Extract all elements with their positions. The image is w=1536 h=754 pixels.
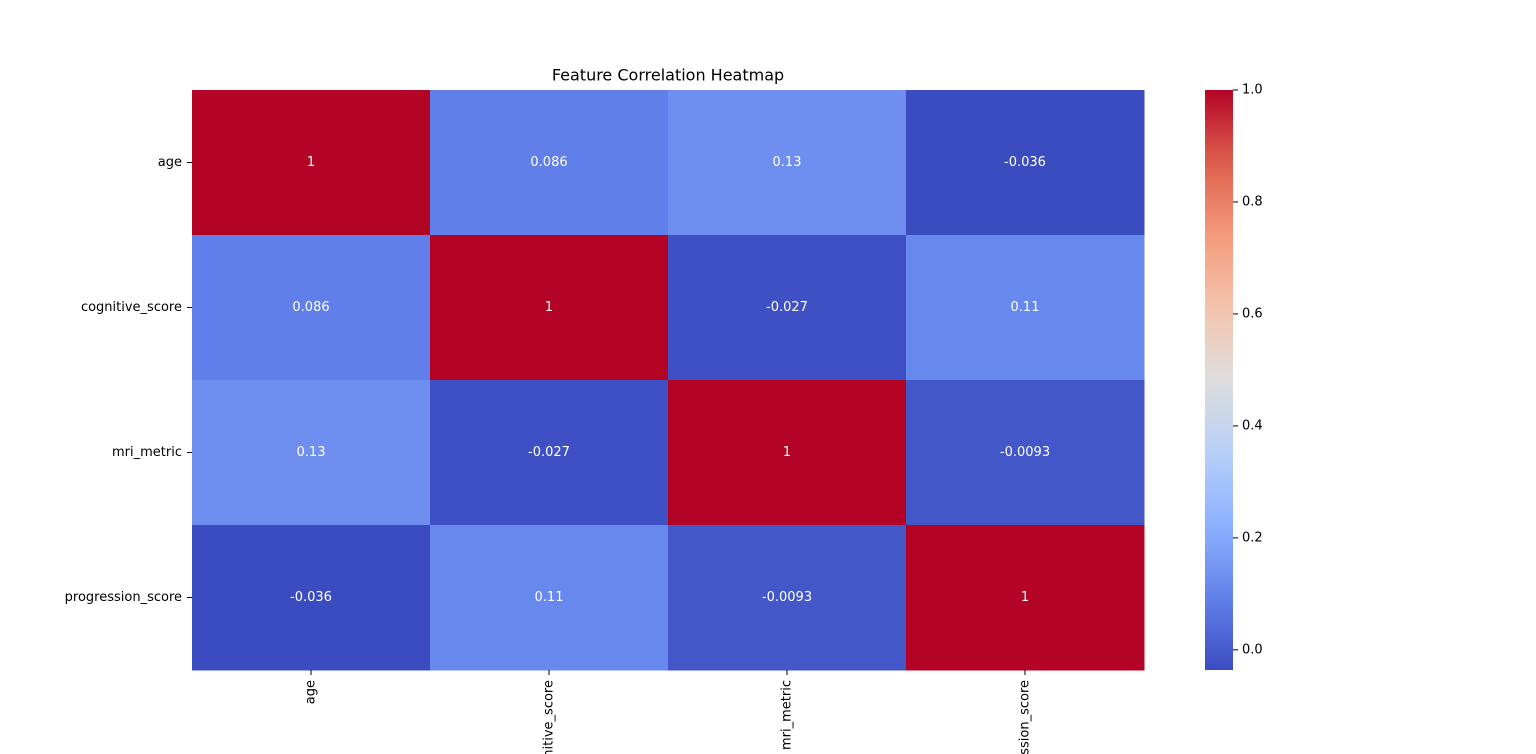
colorbar-tick-label: 0.6 xyxy=(1242,306,1263,321)
heatmap-cell xyxy=(192,235,431,381)
y-tick-label: mri_metric xyxy=(112,445,182,460)
heatmap-cell xyxy=(192,525,431,671)
x-tick-label: cognitive_score xyxy=(542,680,557,754)
cell-label: 0.11 xyxy=(1011,300,1040,315)
cell-label: 0.13 xyxy=(297,445,326,460)
colorbar-tick-label: 0.2 xyxy=(1242,530,1263,545)
cell-label: -0.0093 xyxy=(762,590,812,605)
x-tick-label: mri_metric xyxy=(780,680,795,750)
cell-label: 1 xyxy=(545,300,553,315)
heatmap-cell xyxy=(430,235,669,381)
cell-label: -0.0093 xyxy=(1000,445,1050,460)
cell-label: 1 xyxy=(1021,590,1029,605)
cell-label: 0.086 xyxy=(292,300,329,315)
heatmap-cell xyxy=(906,525,1145,671)
heatmap-cell xyxy=(430,380,669,526)
chart-title: Feature Correlation Heatmap xyxy=(552,66,784,85)
y-tick-label: cognitive_score xyxy=(81,300,182,315)
heatmap-cell xyxy=(430,90,669,236)
cell-label: -0.027 xyxy=(766,300,808,315)
cell-label: 0.11 xyxy=(535,590,564,605)
cell-label: 0.13 xyxy=(773,155,802,170)
heatmap-cell xyxy=(906,380,1145,526)
cell-label: -0.036 xyxy=(290,590,332,605)
heatmap-cell xyxy=(668,525,907,671)
heatmap-cell xyxy=(906,235,1145,381)
heatmap-cell xyxy=(192,380,431,526)
y-tick-label: progression_score xyxy=(65,590,182,605)
heatmap-cell xyxy=(668,380,907,526)
colorbar xyxy=(1205,90,1233,670)
colorbar-tick-label: 1.0 xyxy=(1242,83,1263,98)
x-tick-label: age xyxy=(304,680,319,704)
cell-label: 1 xyxy=(783,445,791,460)
heatmap-cell xyxy=(668,90,907,236)
x-tick-label: progression_score xyxy=(1018,680,1033,754)
cell-label: 1 xyxy=(307,155,315,170)
colorbar-tick-label: 0.8 xyxy=(1242,194,1263,209)
colorbar-tick-label: 0.0 xyxy=(1242,642,1263,657)
heatmap-cell xyxy=(430,525,669,671)
colorbar-tick-label: 0.4 xyxy=(1242,418,1263,433)
cell-label: -0.027 xyxy=(528,445,570,460)
heatmap-cell xyxy=(906,90,1145,236)
heatmap-cell xyxy=(668,235,907,381)
cell-label: -0.036 xyxy=(1004,155,1046,170)
y-tick-label: age xyxy=(158,155,182,170)
heatmap-cell xyxy=(192,90,431,236)
cell-label: 0.086 xyxy=(530,155,567,170)
